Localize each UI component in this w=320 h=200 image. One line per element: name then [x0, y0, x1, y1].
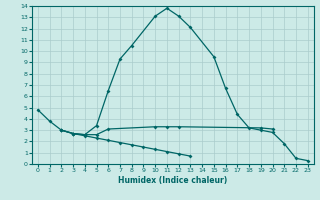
X-axis label: Humidex (Indice chaleur): Humidex (Indice chaleur) [118, 176, 228, 185]
